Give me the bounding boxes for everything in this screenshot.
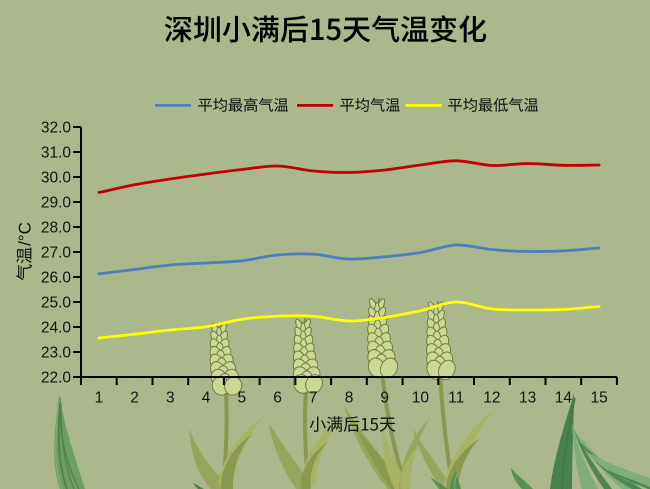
svg-text:32.0: 32.0 — [41, 120, 72, 137]
svg-text:23.0: 23.0 — [41, 345, 72, 362]
svg-text:26.0: 26.0 — [41, 270, 72, 287]
svg-text:12: 12 — [483, 390, 500, 407]
svg-text:29.0: 29.0 — [41, 195, 72, 212]
svg-text:2: 2 — [130, 390, 139, 407]
svg-text:8: 8 — [345, 390, 354, 407]
svg-text:27.0: 27.0 — [41, 245, 72, 262]
svg-text:5: 5 — [237, 390, 246, 407]
svg-text:1: 1 — [95, 390, 104, 407]
svg-text:6: 6 — [273, 390, 282, 407]
svg-text:31.0: 31.0 — [41, 145, 72, 162]
svg-text:24.0: 24.0 — [41, 320, 72, 337]
svg-text:7: 7 — [309, 390, 318, 407]
svg-text:9: 9 — [380, 390, 389, 407]
svg-text:28.0: 28.0 — [41, 220, 72, 237]
svg-text:14: 14 — [555, 390, 573, 407]
svg-text:22.0: 22.0 — [41, 370, 72, 387]
svg-text:13: 13 — [519, 390, 536, 407]
svg-text:25.0: 25.0 — [41, 295, 72, 312]
svg-text:30.0: 30.0 — [41, 170, 72, 187]
svg-text:11: 11 — [448, 390, 464, 407]
svg-text:3: 3 — [166, 390, 175, 407]
svg-text:4: 4 — [202, 390, 211, 407]
svg-text:15: 15 — [590, 390, 607, 407]
svg-text:10: 10 — [412, 390, 430, 407]
